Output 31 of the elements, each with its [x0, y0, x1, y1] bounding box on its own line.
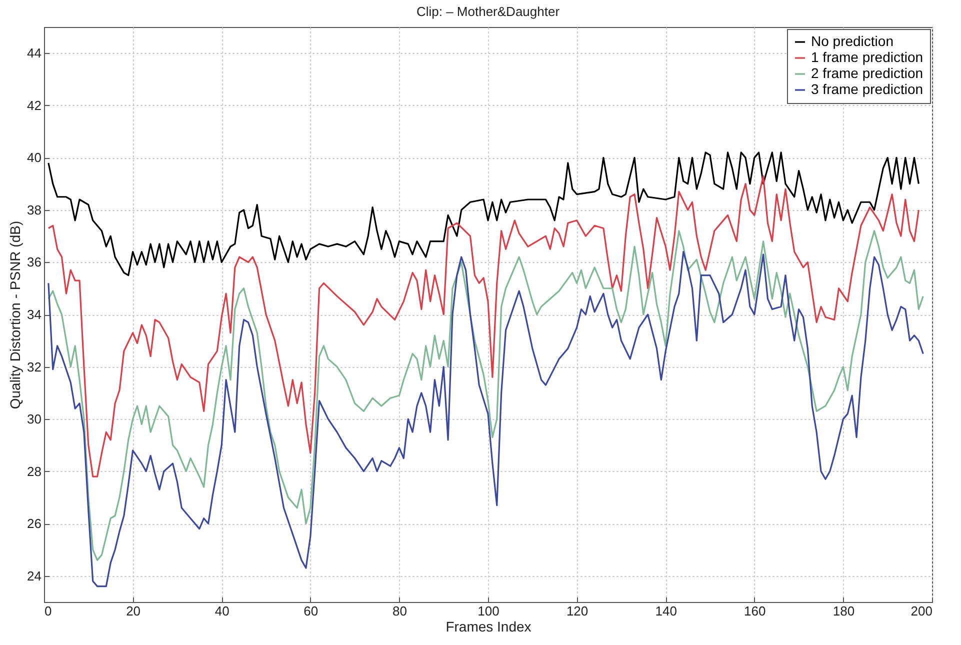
- legend-label: No prediction: [811, 33, 894, 49]
- y-tick-label: 34: [27, 307, 42, 322]
- y-tick-label: 40: [27, 150, 42, 166]
- x-axis-title: Frames Index: [446, 618, 532, 634]
- y-tick-label: 24: [27, 568, 42, 584]
- x-tick-label: 140: [655, 604, 677, 618]
- x-tick-label: 80: [392, 604, 407, 618]
- x-tick-label: 100: [478, 604, 500, 618]
- x-tick-label: 120: [566, 604, 588, 618]
- line-series: [48, 152, 920, 276]
- x-tick-label: 160: [744, 604, 766, 618]
- line-series: [48, 175, 920, 478]
- y-tick-label: 36: [27, 254, 42, 270]
- x-tick-label: 200: [910, 604, 932, 618]
- x-tick-label: 180: [832, 604, 855, 618]
- legend-label: 1 frame prediction: [811, 49, 924, 65]
- x-tick-label: 0: [44, 604, 52, 618]
- x-tick-label: 20: [126, 604, 141, 618]
- legend-label: 2 frame prediction: [811, 65, 924, 81]
- x-tick-label: 60: [304, 604, 318, 618]
- y-tick-label: 30: [27, 412, 42, 427]
- x-tick-label: 40: [214, 604, 230, 618]
- y-tick-label: 32: [27, 359, 42, 374]
- y-axis-title: Quality Distortion - PSNR (dB): [7, 220, 24, 410]
- y-tick-label: 28: [27, 464, 42, 479]
- y-tick-label: 44: [27, 46, 42, 61]
- y-tick-label: 38: [27, 202, 42, 218]
- legend-label: 3 frame prediction: [811, 81, 924, 97]
- y-tick-label: 42: [27, 98, 42, 113]
- chart-title: Clip: – Mother&Daughter: [416, 4, 560, 19]
- y-tick-label: 26: [27, 516, 42, 532]
